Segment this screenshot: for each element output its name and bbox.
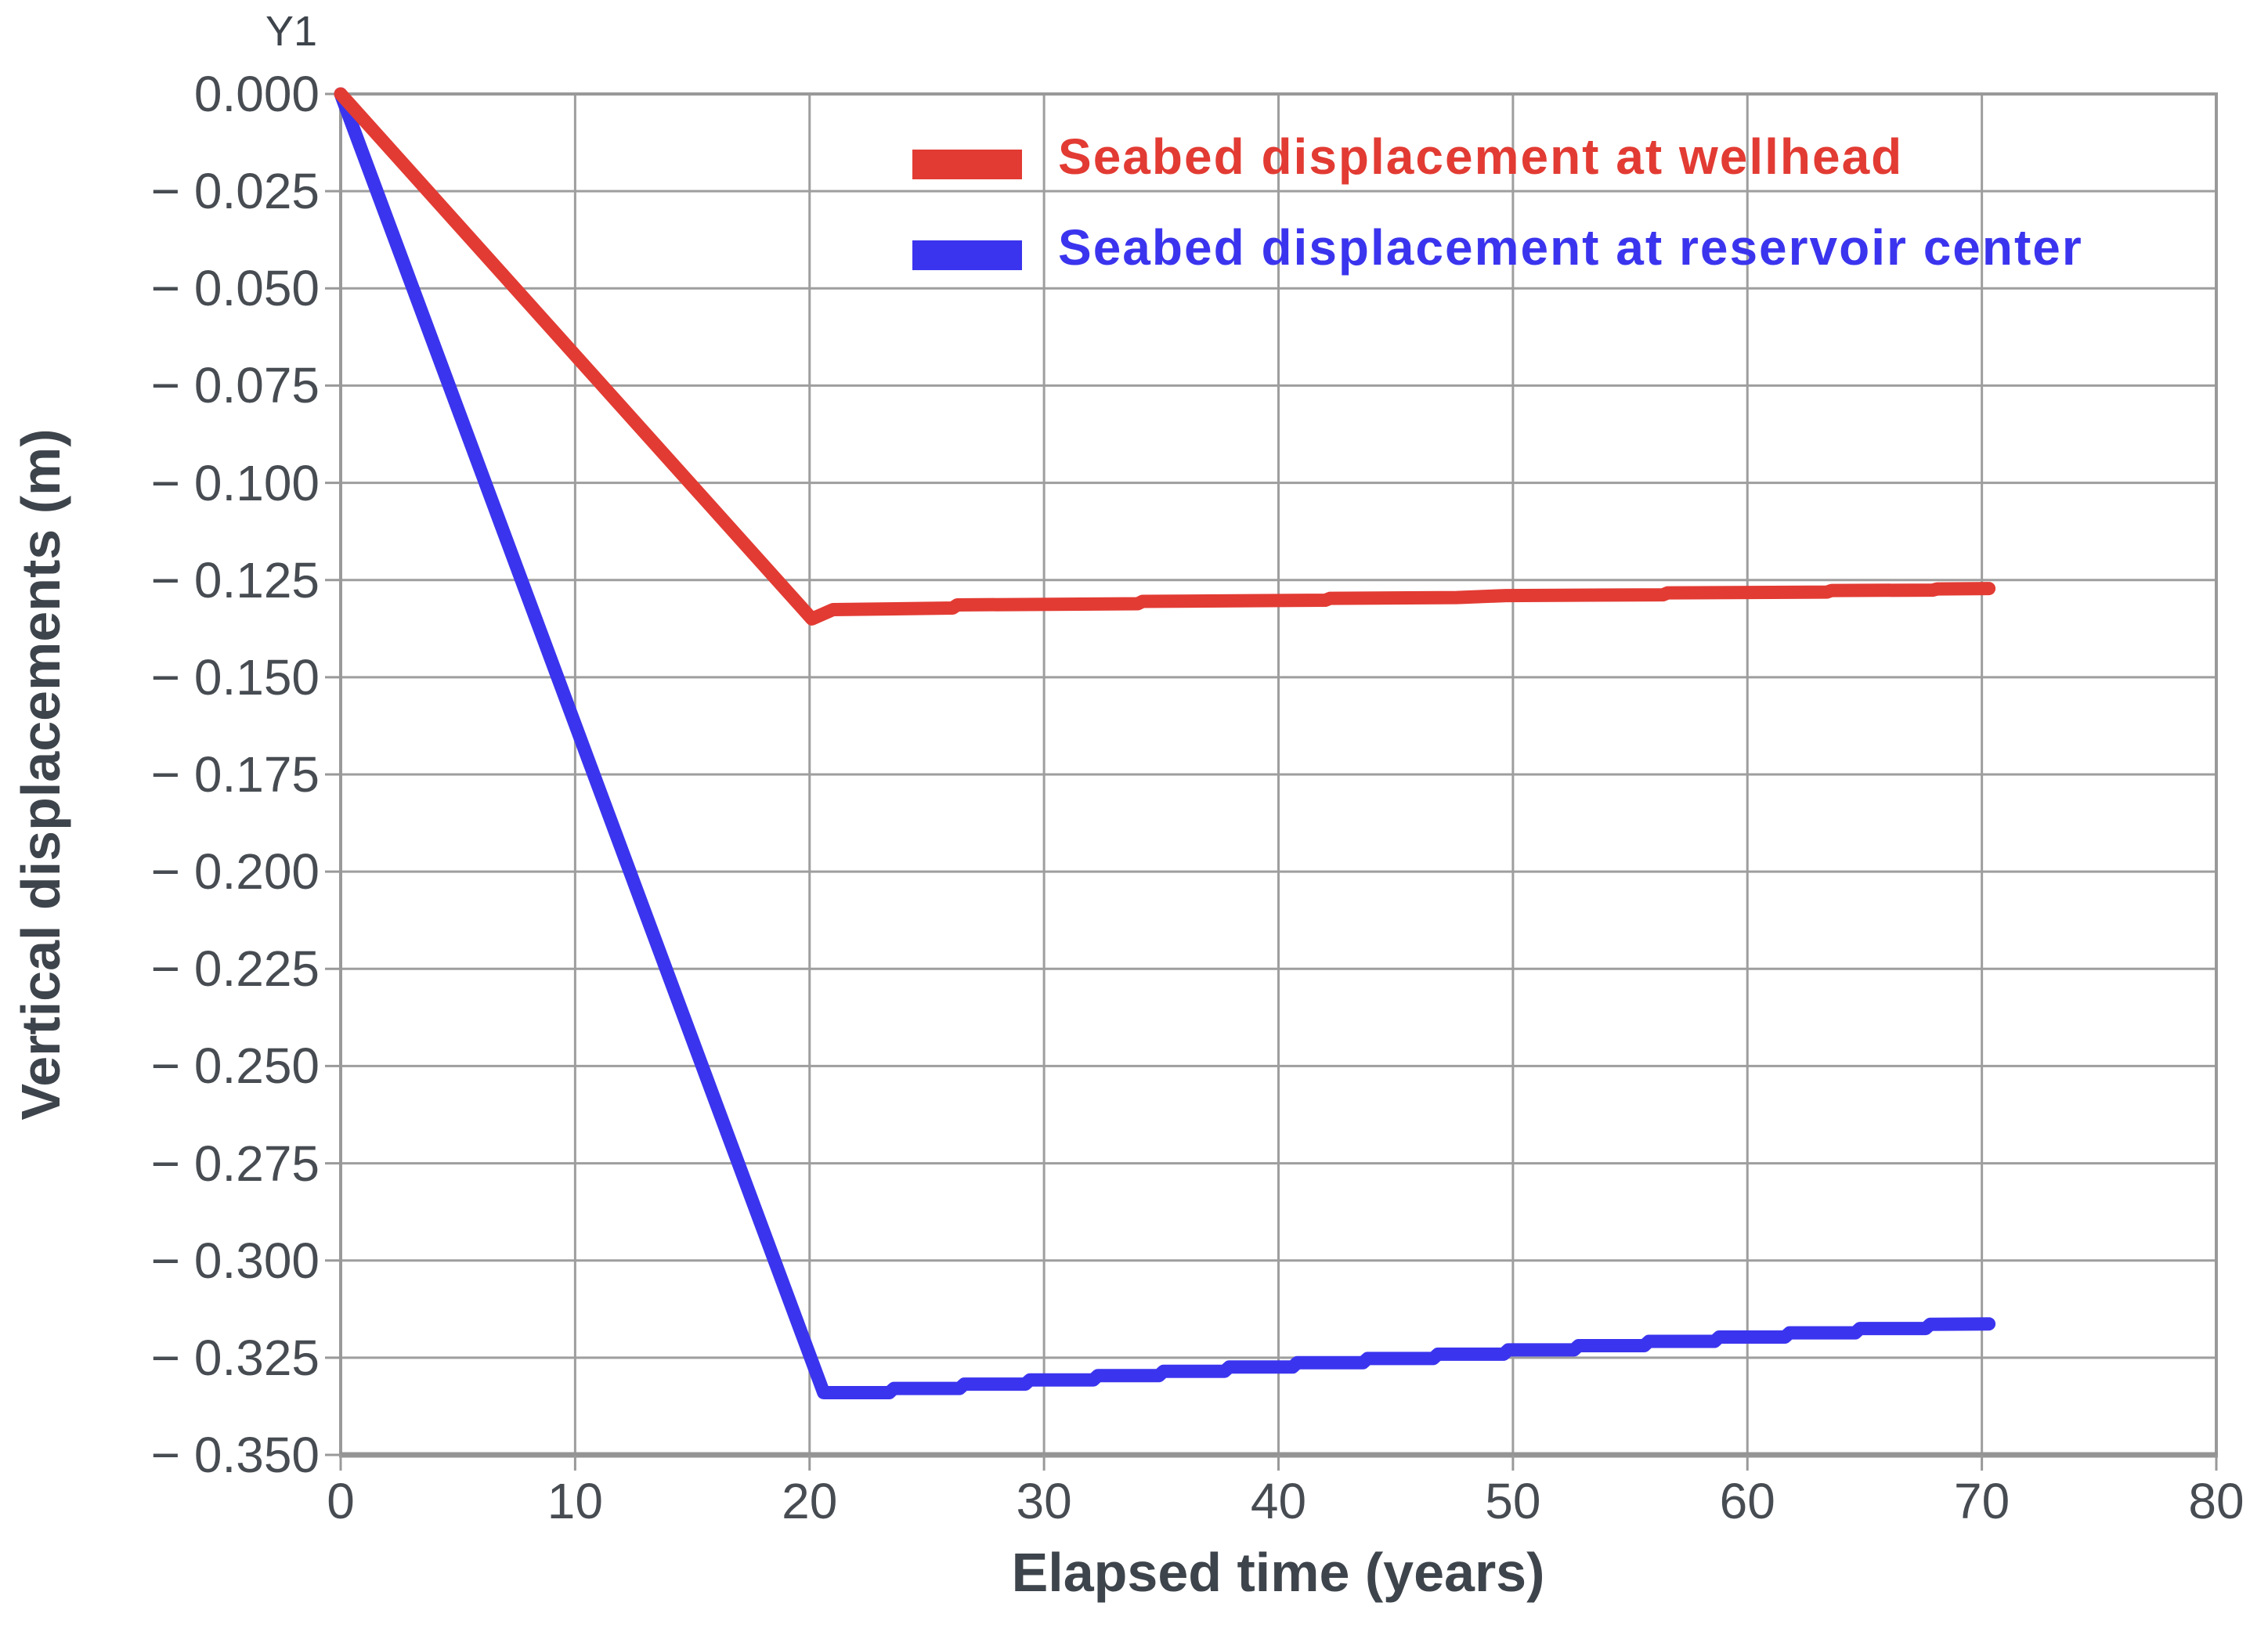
y-tick-label: − 0.350 [150,1427,320,1483]
y-axis-title: Vertical displacements (m) [10,428,71,1121]
y-tick-label: − 0.050 [150,260,320,317]
x-tick-label: 40 [1250,1473,1307,1529]
legend-swatch-wellhead [912,150,1022,179]
series-line-reservoir-center [334,87,1996,1399]
y-tick-label: − 0.075 [150,357,320,414]
legend-item-reservoir-center: Seabed displacement at reservoir center [912,222,2083,272]
x-tick-label: 10 [547,1473,603,1529]
y-tick-label: − 0.125 [150,551,320,608]
x-tick-label: 50 [1485,1473,1541,1529]
y-tick-label: 0.000 [193,66,320,122]
y-tick-label: − 0.325 [150,1329,320,1386]
y-axis-name-label: Y1 [265,8,318,55]
data-series [334,87,1996,1399]
x-axis-title: Elapsed time (years) [1011,1542,1545,1603]
x-tick-label: 80 [2188,1473,2245,1529]
legend-label-wellhead: Seabed displacement at wellhead [1058,128,1904,185]
x-tick-label: 30 [1016,1473,1072,1529]
y-tick-label: − 0.300 [150,1232,320,1289]
legend-label-reservoir-center: Seabed displacement at reservoir center [1058,219,2083,276]
x-tick-label: 60 [1719,1473,1775,1529]
x-tick-label: 70 [1954,1473,2010,1529]
gridlines [339,92,2218,1456]
y-tick-label: − 0.025 [150,163,320,220]
series-line-wellhead [334,87,1996,626]
y-tick-label: − 0.175 [150,746,320,803]
legend-swatch-reservoir-center [912,240,1022,270]
y-tick-label: − 0.100 [150,454,320,511]
y-tick-label: − 0.225 [150,940,320,998]
x-tick-label: 20 [782,1473,838,1529]
y-tick-label: − 0.250 [150,1038,320,1095]
y-tick-label: − 0.150 [150,648,320,706]
y-tick-label: − 0.200 [150,843,320,901]
legend-item-wellhead: Seabed displacement at wellhead [912,132,1903,182]
axis-ticks [325,92,2218,1471]
x-tick-label: 0 [327,1473,355,1529]
y-tick-label: − 0.275 [150,1135,320,1192]
